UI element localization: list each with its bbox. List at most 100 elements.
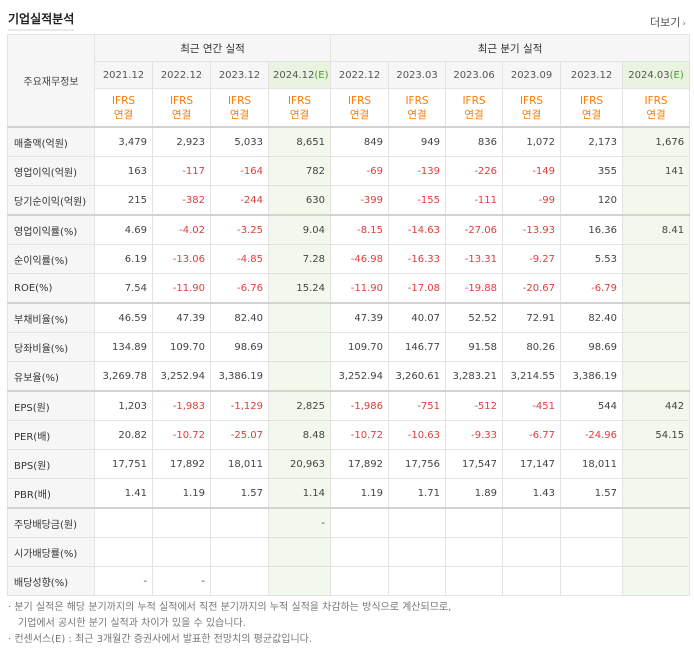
table-cell: 3,214.55 <box>502 361 562 392</box>
table-cell <box>94 537 153 567</box>
table-cell: 7.28 <box>267 244 332 274</box>
table-cell: 82.40 <box>210 302 269 333</box>
table-cell: -10.72 <box>330 420 390 450</box>
table-cell: -382 <box>152 185 211 216</box>
table-cell: 8.48 <box>267 420 332 450</box>
table-cell: -4.85 <box>210 244 269 274</box>
table-cell: 47.39 <box>330 302 390 333</box>
table-row: 당기순이익(억원) 215 -382 -244 630 -399 -155 -111 -99 12… <box>7 185 691 216</box>
accounting-standard: IFRS 연결 <box>267 88 332 128</box>
table-cell: -20.67 <box>502 273 562 304</box>
table-cell: 215 <box>94 185 153 216</box>
table-cell: 109.70 <box>152 332 211 362</box>
period-header: 2024.12(E) <box>267 61 332 89</box>
table-cell: 849 <box>330 126 390 157</box>
table-row: 영업이익률(%) 4.69 -4.02 -3.25 9.04 -8.15 -14.63 -27… <box>7 214 691 245</box>
table-cell: 3,479 <box>94 126 153 157</box>
table-cell: 7.54 <box>94 273 153 304</box>
standard-ifrs: IFRS <box>405 94 429 107</box>
table-cell <box>445 566 504 596</box>
table-cell: 5.53 <box>560 244 624 274</box>
table-cell: 72.91 <box>502 302 562 333</box>
table-cell: 949 <box>388 126 447 157</box>
table-cell: -111 <box>445 185 504 216</box>
row-label: BPS(원) <box>7 449 95 479</box>
period-header: 2022.12 <box>152 61 211 89</box>
table-cell <box>502 537 562 567</box>
table-cell <box>445 537 504 567</box>
table-cell <box>445 507 504 538</box>
table-cell: 109.70 <box>330 332 390 362</box>
table-cell: -3.25 <box>210 214 269 245</box>
table-cell <box>267 566 332 596</box>
standard-ifrs: IFRS <box>227 94 252 107</box>
table-cell: -9.27 <box>502 244 562 274</box>
table-cell <box>502 507 562 538</box>
table-row: BPS(원) 17,751 17,892 18,011 20,963 17,892 17,7… <box>7 449 691 479</box>
table-row: 부채비율(%) 46.59 47.39 82.40 47.39 40.07 52.52 72.… <box>7 302 691 333</box>
table-cell <box>152 537 211 567</box>
table-cell: 17,751 <box>94 449 153 479</box>
table-cell: 1.19 <box>330 478 390 509</box>
table-cell <box>622 566 691 596</box>
row-label: PER(배) <box>7 420 95 450</box>
table-cell: 15.24 <box>267 273 332 304</box>
period-label: 2022.12 <box>160 69 203 81</box>
table-cell: 134.89 <box>94 332 153 362</box>
table-cell: 20.82 <box>94 420 153 450</box>
table-cell <box>152 507 211 538</box>
footnotes: · 분기 실적은 해당 분기까지의 누적 실적에서 직전 분기까지의 누적 실적… <box>8 600 451 648</box>
table-cell: -117 <box>152 156 211 186</box>
standard-consolidated: 연결 <box>229 108 250 121</box>
row-label: 당좌비율(%) <box>7 332 95 362</box>
table-cell: -9.33 <box>445 420 504 450</box>
table-cell: 1.71 <box>388 478 447 509</box>
accounting-standard: IFRS 연결 <box>330 88 390 128</box>
more-link[interactable]: 더보기 › <box>650 14 686 30</box>
table-cell: 1.14 <box>267 478 332 509</box>
table-cell <box>560 537 624 567</box>
table-cell: 836 <box>445 126 504 157</box>
period-label: 2023.03 <box>396 69 438 81</box>
table-cell: 4.69 <box>94 214 153 245</box>
standard-ifrs: IFRS <box>111 94 136 107</box>
table-cell: -6.76 <box>210 273 269 304</box>
table-cell: 1.57 <box>210 478 269 509</box>
accounting-standard: IFRS 연결 <box>388 88 447 128</box>
table-row: 순이익률(%) 6.19 -13.06 -4.85 7.28 -46.98 -16.33 -1… <box>7 244 691 274</box>
table-cell: 98.69 <box>210 332 269 362</box>
period-header: 2023.09 <box>502 61 562 89</box>
standard-consolidated: 연결 <box>521 108 542 121</box>
table-cell: -27.06 <box>445 214 504 245</box>
table-cell <box>330 507 390 538</box>
period-label: 2021.12 <box>102 69 145 81</box>
table-cell: 82.40 <box>560 302 624 333</box>
table-cell <box>622 302 691 333</box>
table-cell <box>622 449 691 479</box>
table-cell: 120 <box>560 185 624 216</box>
table-cell: -11.90 <box>152 273 211 304</box>
quarter-group-header: 최근 분기 실적 <box>330 34 691 62</box>
table-cell: 17,147 <box>502 449 562 479</box>
table-cell <box>267 302 332 333</box>
table-cell: 3,252.94 <box>330 361 390 392</box>
period-label: 2023.06 <box>453 69 495 81</box>
table-cell: 46.59 <box>94 302 153 333</box>
table-cell <box>267 332 332 362</box>
accounting-standard: IFRS 연결 <box>445 88 504 128</box>
table-cell: 52.52 <box>445 302 504 333</box>
table-row: 매출액(억원) 3,479 2,923 5,033 8,651 849 949 836 1,07… <box>7 126 691 157</box>
section-title: 기업실적분석 <box>8 12 75 31</box>
table-cell: -1,129 <box>210 390 269 421</box>
estimate-mark: (E) <box>314 69 329 81</box>
table-cell: -155 <box>388 185 447 216</box>
table-cell: 20,963 <box>267 449 332 479</box>
row-label: 당기순이익(억원) <box>7 185 95 216</box>
table-cell: -6.77 <box>502 420 562 450</box>
table-cell: 2,173 <box>560 126 624 157</box>
table-cell <box>330 537 390 567</box>
table-cell: 442 <box>622 390 691 421</box>
table-cell: -8.15 <box>330 214 390 245</box>
table-cell: 1.19 <box>152 478 211 509</box>
more-label: 더보기 <box>650 16 681 29</box>
